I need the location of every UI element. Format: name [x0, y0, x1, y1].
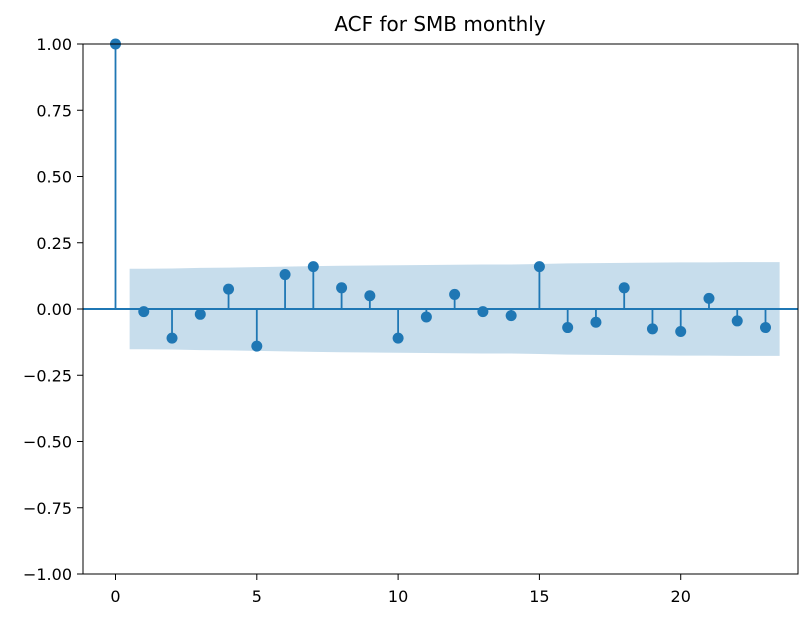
y-tick-label: 0.75 — [36, 101, 72, 120]
y-tick-label: −0.25 — [23, 366, 72, 385]
stem-marker-lag-3 — [194, 308, 206, 320]
x-tick-label: 0 — [110, 587, 120, 606]
x-tick-label: 20 — [671, 587, 691, 606]
stem-marker-lag-8 — [336, 282, 348, 294]
stem-marker-lag-21 — [703, 292, 715, 304]
stem-marker-lag-10 — [392, 332, 404, 344]
stem-marker-lag-20 — [675, 326, 687, 338]
stem-marker-lag-15 — [533, 261, 545, 273]
stem-marker-lag-19 — [646, 323, 658, 335]
stem-marker-lag-16 — [562, 322, 574, 334]
stem-marker-lag-23 — [760, 322, 771, 334]
stem-marker-lag-11 — [420, 311, 432, 323]
axis-layer: −1.00 −0.75 −0.50 −0.25 0.00 0.25 0.50 0.75 1.00… — [23, 35, 799, 606]
y-tick-label: −0.50 — [23, 433, 72, 452]
x-tick-label: 5 — [252, 587, 262, 606]
stem-marker-lag-12 — [449, 288, 461, 300]
stem-marker-lag-14 — [505, 310, 517, 322]
stem-marker-lag-7 — [307, 261, 319, 273]
y-tick-label: −1.00 — [23, 565, 72, 584]
x-tick-label: 15 — [529, 587, 549, 606]
chart-title: ACF for SMB monthly — [334, 12, 546, 36]
x-tick-label: 10 — [388, 587, 408, 606]
y-tick-label: 0.00 — [36, 300, 72, 319]
stem-marker-lag-5 — [251, 340, 263, 352]
stem-marker-lag-22 — [731, 315, 743, 327]
y-tick-label: 1.00 — [36, 35, 72, 54]
stem-marker-lag-18 — [618, 282, 630, 294]
y-tick-label: 0.25 — [36, 234, 72, 253]
stem-marker-lag-17 — [590, 316, 602, 328]
stem-marker-lag-4 — [223, 283, 235, 295]
y-tick-label: 0.50 — [36, 168, 72, 187]
stem-marker-lag-9 — [364, 290, 376, 302]
stem-layer — [83, 38, 798, 352]
y-tick-label: −0.75 — [23, 499, 72, 518]
stem-marker-lag-1 — [138, 306, 150, 318]
stem-marker-lag-2 — [166, 332, 178, 344]
stem-marker-lag-6 — [279, 269, 291, 281]
stem-marker-lag-13 — [477, 306, 489, 318]
